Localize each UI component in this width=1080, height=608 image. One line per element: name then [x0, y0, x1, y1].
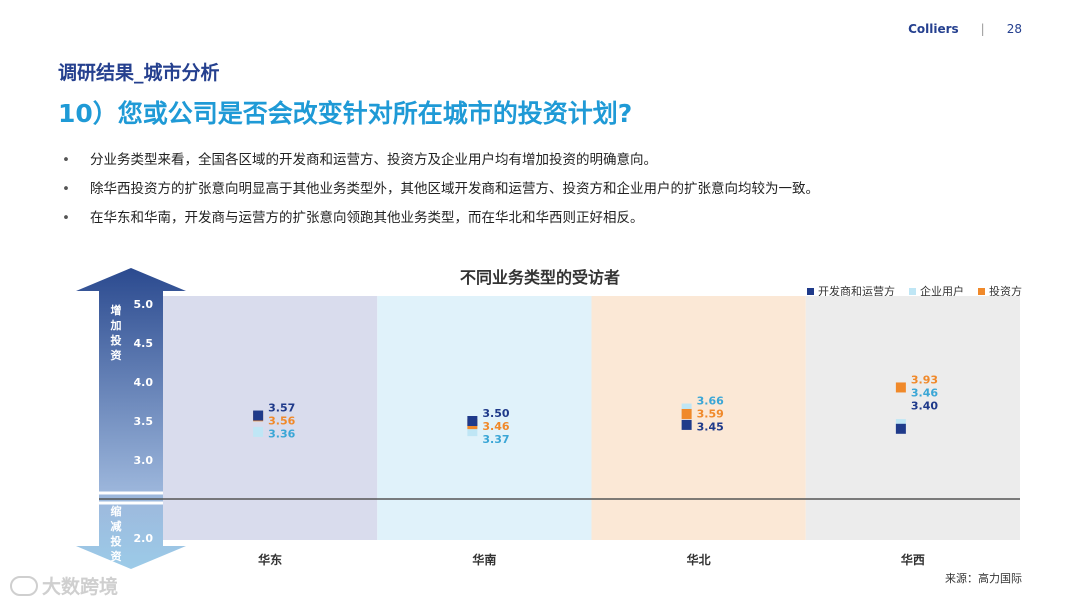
data-label: 3.66	[697, 395, 724, 408]
watermark-logo-icon	[10, 575, 38, 596]
bullet-text: 除华西投资方的扩张意向明显高于其他业务类型外，其他区域开发商和运营方、投资方和企…	[90, 181, 819, 197]
bullet-marker: •	[62, 152, 70, 168]
data-marker	[467, 426, 478, 437]
axis-label-increase: 资	[111, 348, 122, 362]
data-label: 3.56	[268, 415, 295, 428]
data-label: 3.37	[482, 433, 509, 446]
y-tick-label: 3.5	[134, 415, 154, 428]
data-label: 3.40	[911, 399, 938, 412]
watermark-text: 大数跨境	[42, 576, 119, 598]
source-note: 来源：高力国际	[945, 572, 1022, 585]
data-marker	[467, 416, 478, 426]
section-title: 调研结果_城市分析	[58, 62, 220, 84]
legend-label: 开发商和运营方	[818, 285, 895, 298]
category-band	[805, 296, 1020, 540]
axis-label-decrease: 减	[111, 519, 122, 533]
data-marker	[681, 408, 692, 419]
page-header: Colliers | 28	[908, 22, 1022, 36]
watermark: 大数跨境	[10, 572, 118, 599]
y-tick-label: 4.5	[134, 337, 154, 350]
data-marker	[253, 410, 264, 421]
data-label: 3.36	[268, 428, 295, 441]
bullet-list: • 分业务类型来看，全国各区域的开发商和运营方、投资方及企业用户均有增加投资的明确…	[62, 150, 819, 237]
legend-swatch-developer	[807, 287, 814, 295]
axis-label-decrease: 缩	[111, 504, 122, 518]
data-label: 3.57	[268, 402, 295, 415]
chart-legend: 开发商和运营方 企业用户 投资方	[807, 283, 1022, 299]
y-tick-label: 2.0	[134, 532, 154, 545]
legend-item-investor: 投资方	[978, 283, 1022, 299]
page-title: 10）您或公司是否会改变针对所在城市的投资计划?	[58, 99, 633, 128]
data-marker	[895, 382, 906, 393]
legend-swatch-investor	[978, 287, 985, 295]
axis-label-decrease: 投	[111, 534, 122, 548]
chart-title: 不同业务类型的受访者	[459, 268, 620, 287]
legend-swatch-corporate	[909, 287, 916, 295]
x-category-label: 华北	[687, 552, 711, 567]
bullet-text: 在华东和华南，开发商与运营方的扩张意向领跑其他业务类型，而在华北和华西则正好相反…	[90, 210, 644, 226]
x-category-label: 华西	[901, 552, 925, 567]
x-category-label: 华南	[472, 552, 496, 567]
bullet-marker: •	[62, 181, 70, 197]
data-label: 3.46	[482, 420, 509, 433]
axis-label-increase: 增	[111, 303, 122, 317]
data-label: 3.45	[697, 421, 724, 434]
bullet-item: • 在华东和华南，开发商与运营方的扩张意向领跑其他业务类型，而在华北和华西则正好相…	[62, 208, 819, 237]
data-marker	[681, 403, 692, 414]
page-number: 28	[1006, 22, 1022, 36]
axis-label-increase: 投	[111, 333, 122, 347]
y-tick-label: 3.0	[134, 454, 154, 467]
legend-label: 投资方	[989, 285, 1022, 298]
legend-item-corporate: 企业用户	[909, 283, 964, 299]
data-label: 3.59	[697, 408, 724, 421]
bullet-item: • 分业务类型来看，全国各区域的开发商和运营方、投资方及企业用户均有增加投资的明确…	[62, 150, 819, 179]
bullet-marker: •	[62, 210, 70, 226]
data-marker	[681, 419, 692, 430]
data-marker	[895, 423, 906, 434]
bullet-item: • 除华西投资方的扩张意向明显高于其他业务类型外，其他区域开发商和运营方、投资方和…	[62, 179, 819, 208]
brand-logo-text: Colliers	[908, 22, 959, 36]
legend-item-developer: 开发商和运营方	[807, 283, 895, 299]
data-label: 3.93	[911, 373, 938, 386]
y-tick-label: 5.0	[134, 298, 154, 311]
header-separator: |	[980, 22, 985, 36]
legend-label: 企业用户	[920, 285, 964, 298]
x-category-label: 华东	[258, 552, 282, 567]
data-label: 3.46	[911, 386, 938, 399]
y-tick-label: 4.0	[134, 376, 154, 389]
axis-label-increase: 加	[110, 318, 122, 332]
data-marker	[253, 426, 264, 437]
bullet-text: 分业务类型来看，全国各区域的开发商和运营方、投资方及企业用户均有增加投资的明确意…	[90, 152, 657, 168]
data-label: 3.50	[482, 407, 509, 420]
axis-label-decrease: 资	[111, 549, 122, 563]
